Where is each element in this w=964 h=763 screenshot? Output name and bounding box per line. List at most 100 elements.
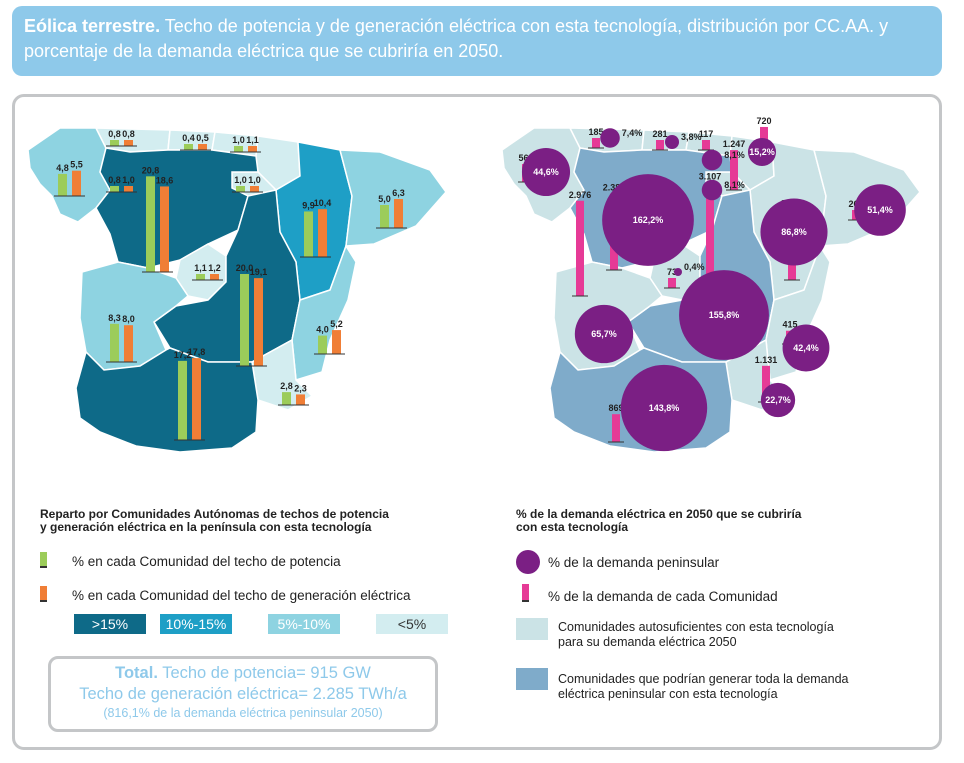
power-bar <box>282 392 291 405</box>
legend-generar-label: Comunidades que podrían generar toda la … <box>558 672 849 702</box>
total-line1-bold: Total. <box>115 664 158 682</box>
legend-green-icon <box>40 552 47 568</box>
demand-circle-label: 22,7% <box>765 395 791 405</box>
demand-bar-label: 281 <box>652 129 667 139</box>
generation-bar <box>160 186 169 272</box>
power-bar <box>110 323 119 362</box>
power-bar-label: 0,8 <box>108 129 121 139</box>
swatch-gt15: >15% <box>74 614 146 634</box>
generation-bar <box>124 325 133 362</box>
right-legend-title-line1: % de la demanda eléctrica en 2050 que se… <box>516 507 802 521</box>
legend-generar-line1: Comunidades que podrían generar toda la … <box>558 672 849 686</box>
power-bar <box>236 186 245 192</box>
power-bar-label: 0,4 <box>182 133 195 143</box>
demand-bar-label: 561 <box>518 153 533 163</box>
generation-bar-label: 6,3 <box>392 188 405 198</box>
region-andalucia-left <box>75 347 259 453</box>
legend-autosuf-line1: Comunidades autosuficientes con esta tec… <box>558 620 834 634</box>
demand-bar-label: 185 <box>588 127 603 137</box>
generation-bar <box>210 274 219 280</box>
legend-pink-bar-label: % de la demanda de cada Comunidad <box>548 589 778 604</box>
region-cataluna-left <box>339 149 447 247</box>
power-bar <box>58 173 67 196</box>
power-bar-label: 1,0 <box>234 175 247 185</box>
power-bar <box>196 274 205 280</box>
demand-bar-label: 73 <box>667 267 677 277</box>
demand-bar-label: 3.107 <box>699 172 722 182</box>
demand-circle <box>760 382 796 418</box>
header-title-rest: Techo de potencia y de generación eléctr… <box>24 16 889 61</box>
generation-bar-label: 0,8 <box>122 129 135 139</box>
legend-circle-label: % de la demanda peninsular <box>548 555 720 570</box>
right-circles-layer: 44,6% 7,4% 3,8% 8,1% 15,2% 8,1% 162,2% 86,8% 51,… <box>521 128 906 452</box>
demand-circle-label: 15,2% <box>749 147 775 157</box>
power-bar-label: 9,9 <box>302 200 315 210</box>
demand-circle <box>782 324 830 372</box>
generation-bar-label: 5,2 <box>330 319 343 329</box>
swatch-lt5: <5% <box>376 614 448 634</box>
left-legend-title-line2: y generación eléctrica en la península c… <box>40 520 372 534</box>
legend-generar-line2: eléctrica peninsular con esta tecnología <box>558 687 778 701</box>
legend-autosuf-swatch <box>516 618 548 640</box>
power-bar <box>184 144 193 150</box>
generation-bar-label: 1,2 <box>208 263 221 273</box>
power-bar <box>304 211 313 257</box>
generation-bar-label: 10,4 <box>314 198 332 208</box>
right-legend-title-line2: con esta tecnología <box>516 520 629 534</box>
power-bar <box>234 146 243 152</box>
power-bar-label: 8,3 <box>108 313 121 323</box>
demand-circle-label: 42,4% <box>793 343 819 353</box>
left-legend-title-line1: Reparto por Comunidades Autónomas de tec… <box>40 507 389 521</box>
legend-generar-swatch <box>516 668 548 690</box>
generation-bar <box>124 186 133 192</box>
legend-orange-label: % en cada Comunidad del techo de generac… <box>72 588 411 603</box>
demand-circle-label: 143,8% <box>649 403 680 413</box>
left-bars-layer: 4,8 5,50,8 0,820,818,60,4 0,5 1,0 1,11,0 1,00,… <box>54 129 407 441</box>
demand-circle-label: 44,6% <box>533 167 559 177</box>
demand-bar-label: 2.976 <box>569 190 592 200</box>
demand-bar <box>668 278 676 288</box>
demand-circle <box>760 198 828 266</box>
left-map <box>27 127 447 453</box>
generation-bar <box>254 278 263 366</box>
power-bar-label: 0,8 <box>108 175 121 185</box>
generation-bar-label: 2,3 <box>294 383 307 393</box>
power-bar-label: 4,0 <box>316 325 329 335</box>
power-bar-label: 4,8 <box>56 163 69 173</box>
demand-bar-label: 2.388 <box>603 183 626 193</box>
generation-bar-label: 0,5 <box>196 133 209 143</box>
legend-green-label: % en cada Comunidad del techo de potenci… <box>72 554 341 569</box>
demand-circle <box>521 147 571 197</box>
power-bar-label: 1,0 <box>232 135 245 145</box>
power-bar-label: 5,0 <box>378 194 391 204</box>
generation-bar-label: 8,0 <box>122 314 135 324</box>
demand-bar <box>706 182 714 282</box>
legend-circle-icon <box>516 550 540 574</box>
generation-bar-label: 17,8 <box>188 347 206 357</box>
demand-circle <box>747 137 777 167</box>
total-box: Total. Techo de potencia= 915 GW Techo d… <box>48 656 438 732</box>
generation-bar-label: 18,6 <box>156 175 174 185</box>
power-bar-label: 20,0 <box>236 263 254 273</box>
generation-bar <box>124 140 133 146</box>
generation-bar <box>192 358 201 440</box>
demand-circle <box>574 304 634 364</box>
generation-bar <box>248 146 257 152</box>
demand-circle-label: 86,8% <box>781 227 807 237</box>
demand-bar <box>702 140 710 150</box>
demand-circle-label: 162,2% <box>633 215 664 225</box>
power-bar-label: 20,8 <box>142 165 160 175</box>
demand-bar-label: 415 <box>782 320 797 330</box>
demand-circle-label: 7,4% <box>622 128 643 138</box>
demand-bar-label: 117 <box>699 129 714 139</box>
demand-bar-label: 1.131 <box>755 355 778 365</box>
generation-bar <box>250 186 259 192</box>
demand-bar-label: 720 <box>756 116 771 126</box>
generation-bar-label: 1,0 <box>122 175 135 185</box>
generation-bar <box>394 199 403 228</box>
demand-bar <box>762 365 770 402</box>
generation-bar <box>332 330 341 354</box>
legend-autosuf-line2: para su demanda eléctrica 2050 <box>558 635 737 649</box>
power-bar <box>146 176 155 272</box>
demand-circle <box>664 134 680 150</box>
